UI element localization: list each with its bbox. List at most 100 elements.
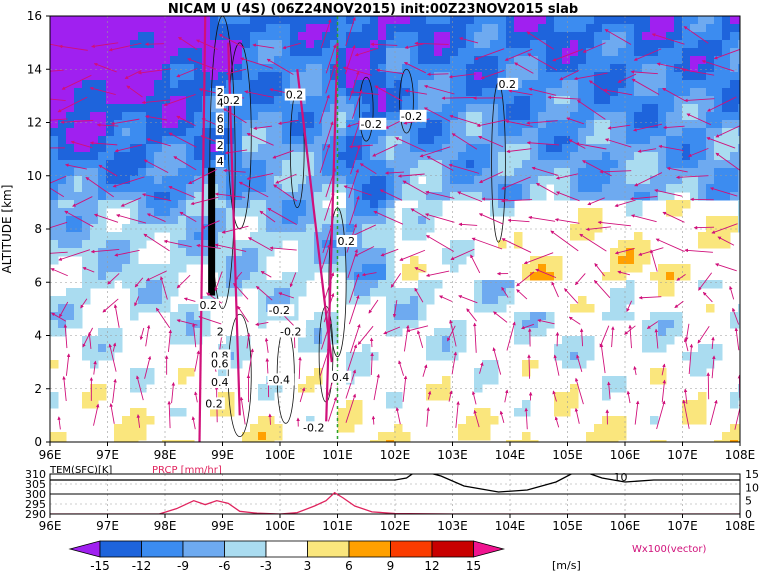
shading-cell: [530, 272, 539, 281]
shading-cell: [562, 96, 571, 105]
shading-cell: [562, 104, 571, 113]
wind-vector: [183, 297, 196, 302]
wind-vector: [426, 407, 430, 427]
shading-cell: [514, 112, 523, 121]
shading-cell: [514, 192, 523, 201]
shading-cell: [450, 184, 459, 193]
shading-cell: [410, 224, 419, 233]
shading-cell: [82, 128, 91, 137]
shading-cell: [602, 272, 611, 281]
shading-cell: [714, 152, 723, 161]
shading-cell: [546, 88, 555, 97]
wind-vector: [422, 364, 428, 377]
shading-cell: [210, 112, 219, 121]
shading-cell: [410, 104, 419, 113]
wind-vector: [506, 148, 532, 154]
shading-cell: [154, 72, 163, 81]
shading-cell: [402, 320, 411, 329]
shading-cell: [178, 16, 187, 25]
shading-cell: [386, 232, 395, 241]
shading-cell: [290, 224, 299, 233]
shading-cell: [74, 128, 83, 137]
shading-cell: [730, 48, 739, 57]
shading-cell: [562, 80, 571, 89]
shading-cell: [410, 152, 419, 161]
shading-cell: [130, 224, 139, 233]
shading-cell: [458, 176, 467, 185]
shading-cell: [298, 64, 307, 73]
shading-cell: [650, 416, 659, 425]
shading-cell: [354, 168, 363, 177]
shading-cell: [674, 272, 683, 281]
shading-cell: [338, 112, 347, 121]
shading-cell: [378, 72, 387, 81]
wind-vector: [320, 18, 332, 49]
shading-cell: [394, 104, 403, 113]
wind-vector: [634, 172, 663, 187]
shading-cell: [242, 104, 251, 113]
wind-vector: [629, 196, 658, 201]
shading-cell: [530, 168, 539, 177]
wind-vector: [90, 248, 120, 254]
shading-cell: [74, 104, 83, 113]
shading-cell: [282, 272, 291, 281]
shading-cell: [386, 72, 395, 81]
wind-vector: [112, 378, 117, 403]
contour-label: 0.2: [223, 94, 241, 107]
shading-cell: [82, 232, 91, 241]
shading-cell: [90, 224, 99, 233]
shading-cell: [586, 144, 595, 153]
shading-cell: [530, 104, 539, 113]
shading-cell: [282, 112, 291, 121]
wind-vector: [255, 322, 269, 326]
shading-cell: [370, 280, 379, 289]
shading-cell: [474, 56, 483, 65]
shading-cell: [330, 88, 339, 97]
shading-cell: [386, 200, 395, 209]
wind-vector: [107, 273, 120, 285]
shading-cell: [426, 136, 435, 145]
shading-cell: [514, 176, 523, 185]
shading-cell: [474, 48, 483, 57]
shading-cell: [362, 208, 371, 217]
shading-cell: [546, 48, 555, 57]
shading-cell: [610, 152, 619, 161]
surface-x-tick-label: 99E: [211, 519, 234, 533]
shading-cell: [578, 208, 587, 217]
wind-vector: [134, 296, 140, 307]
shading-cell: [98, 248, 107, 257]
wind-vector: [471, 237, 503, 250]
shading-cell: [202, 320, 211, 329]
shading-cell: [250, 32, 259, 41]
shading-cell: [370, 152, 379, 161]
shading-cell: [594, 144, 603, 153]
shading-cell: [738, 208, 740, 217]
shading-cell: [218, 224, 227, 233]
shading-cell: [554, 168, 563, 177]
shading-cell: [530, 440, 539, 442]
shading-cell: [650, 40, 659, 49]
shading-cell: [74, 144, 83, 153]
surface-lines: [50, 474, 740, 514]
shading-cell: [98, 160, 107, 169]
shading-cell: [418, 288, 427, 297]
shading-cell: [170, 272, 179, 281]
shading-cell: [218, 216, 227, 225]
shading-cell: [322, 56, 331, 65]
shading-cell: [618, 272, 627, 281]
shading-cell: [178, 40, 187, 49]
shading-cell: [650, 80, 659, 89]
colorbar: -15 -12 -9 -6 -3 3 6 9 12 15: [68, 540, 506, 573]
shading-cell: [554, 352, 563, 361]
shading-cell: [258, 384, 267, 393]
shading-cell: [250, 16, 259, 25]
shading-cell: [306, 336, 315, 345]
shading-cell: [154, 112, 163, 121]
wind-vector: [112, 342, 117, 352]
shading-cell: [514, 336, 523, 345]
tem-tick-label: 300: [25, 488, 46, 501]
shading-cell: [714, 32, 723, 41]
shading-cell: [474, 376, 483, 385]
shading-cell: [578, 88, 587, 97]
